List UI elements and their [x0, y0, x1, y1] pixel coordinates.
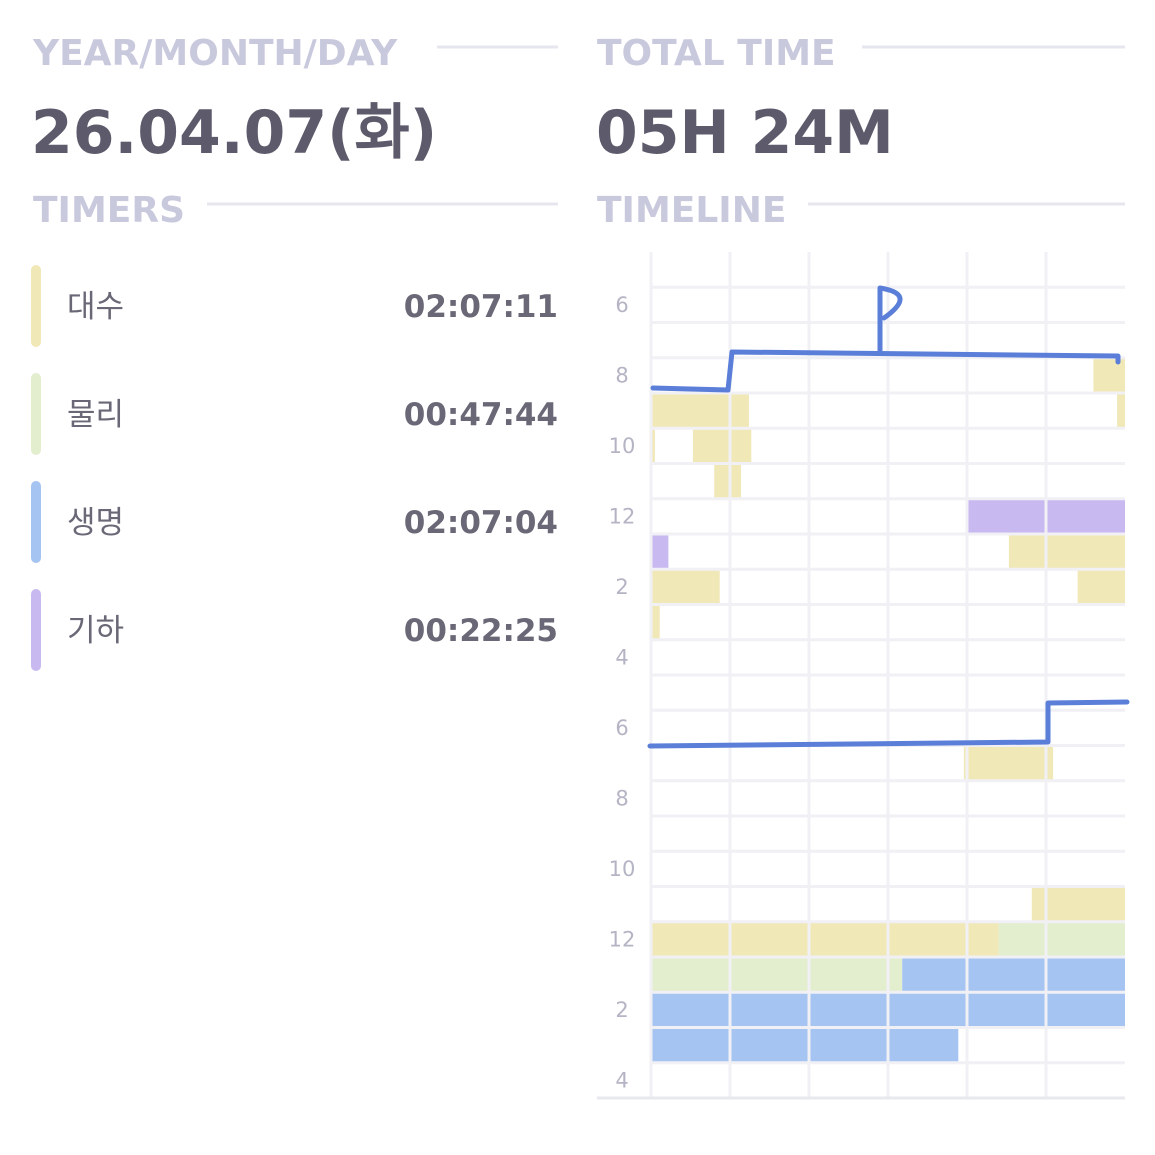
timer-name: 기하	[67, 613, 124, 649]
drawn-line	[650, 349, 1121, 393]
timer-time: 02:07:04	[404, 505, 558, 541]
timer-time: 00:22:25	[404, 613, 558, 649]
timeline-grid: 6 8 10 12 2 4 6 8 10 12 2 4	[609, 293, 636, 1093]
total-label: TOTAL TIME	[597, 33, 836, 74]
time-block	[651, 393, 749, 429]
timer-name: 생명	[67, 505, 124, 541]
hour-label: 10	[609, 434, 636, 458]
date: 26.04.07(화)	[31, 98, 437, 168]
hour-label: 2	[615, 575, 628, 599]
timer-list: 대수 02:07:11 물리 00:47:44 생명 02:07:04 기하 00:22:25	[31, 265, 558, 671]
time-block	[692, 428, 752, 464]
time-block	[651, 1027, 959, 1063]
time-block	[651, 428, 655, 464]
hour-label: 4	[615, 1068, 628, 1092]
hour-label: 8	[615, 363, 628, 387]
time-block	[998, 921, 1125, 957]
timer-color	[31, 589, 41, 671]
time-block	[651, 957, 903, 993]
time-block	[651, 921, 999, 957]
hour-label: 6	[615, 716, 628, 740]
time-block	[651, 604, 660, 640]
timer-color	[31, 481, 41, 563]
timer-color	[31, 265, 41, 347]
hour-label: 2	[615, 998, 628, 1022]
timer-name: 대수	[67, 289, 124, 325]
drawn-flag	[877, 285, 903, 355]
time-block	[1077, 569, 1125, 605]
time-block	[1008, 534, 1125, 570]
hour-label: 12	[609, 504, 636, 528]
timeline-title: TIMELINE	[597, 190, 786, 231]
total-time: 05H 24M	[596, 98, 894, 168]
hour-label: 6	[615, 293, 628, 317]
time-block	[1117, 393, 1125, 429]
time-block	[963, 745, 1054, 781]
timer-name: 물리	[67, 397, 124, 433]
time-block	[651, 534, 669, 570]
timer-time: 00:47:44	[404, 397, 558, 433]
timer-color	[31, 373, 41, 455]
date-label: YEAR/MONTH/DAY	[32, 33, 398, 74]
time-block	[902, 957, 1125, 993]
hour-label: 4	[615, 645, 628, 669]
hour-label: 10	[609, 857, 636, 881]
time-block	[651, 569, 720, 605]
timers-title: TIMERS	[33, 190, 185, 231]
hour-label: 12	[609, 927, 636, 951]
drawn-line	[647, 699, 1130, 749]
hand-drawing	[647, 285, 1130, 749]
timer-time: 02:07:11	[404, 289, 558, 325]
time-block	[714, 463, 742, 499]
hour-label: 8	[615, 786, 628, 810]
